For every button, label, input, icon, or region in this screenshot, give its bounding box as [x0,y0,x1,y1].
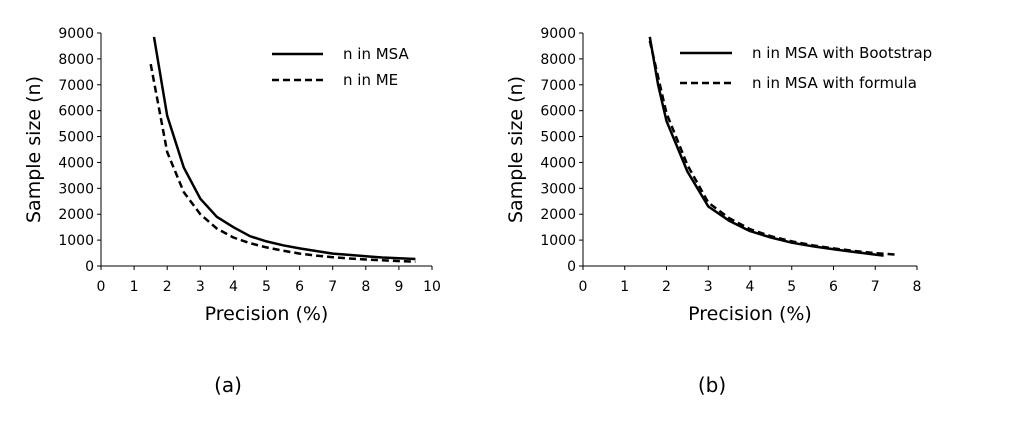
y-tick-label: 0 [85,259,94,275]
panel-a: 0 1000 2000 3000 4000 5000 6000 7000 8000 9000 0 1 2… [23,26,441,397]
y-axis-title: Sample size (n) [505,76,527,223]
legend-label-1: n in MSA with Bootstrap [752,44,932,62]
series-line-1 [648,36,884,257]
x-tick-label: 0 [579,279,588,295]
y-tick-label: 5000 [58,130,94,146]
panel-label: (b) [698,373,726,397]
legend: n in MSA with Bootstrap n in MSA with for… [680,44,932,92]
legend-label-1: n in MSA [343,45,409,63]
panel-b: 0 1000 2000 3000 4000 5000 6000 7000 8000 9000 0 1 2… [505,26,932,397]
y-tick-label: 4000 [540,155,576,171]
x-tick-label: 4 [746,279,755,295]
x-axis-title: Precision (%) [205,303,329,325]
y-tick-label: 9000 [58,26,94,42]
x-tick-label: 2 [163,279,172,295]
y-tick-label: 3000 [58,181,94,197]
x-axis-title: Precision (%) [688,303,812,325]
x-tick-label: 3 [704,279,713,295]
x-tick-label: 0 [97,279,106,295]
legend: n in MSA n in ME [272,45,409,89]
y-axis-title: Sample size (n) [23,76,45,223]
series-line-1 [152,36,416,261]
x-tick-label: 5 [262,279,271,295]
y-tick-label: 1000 [540,233,576,249]
y-tick-label: 7000 [540,78,576,94]
x-tick-label: 1 [620,279,629,295]
y-tick-label: 6000 [58,104,94,120]
x-tick-label: 6 [829,279,838,295]
y-tick-label: 4000 [58,155,94,171]
x-tick-label: 4 [229,279,238,295]
y-tick-label: 2000 [540,207,576,223]
x-tick-label: 5 [787,279,796,295]
y-tick-label: 6000 [540,104,576,120]
x-tick-label: 7 [328,279,337,295]
x-tick-label: 2 [662,279,671,295]
x-tick-label: 1 [130,279,139,295]
y-tick-label: 1000 [58,233,94,249]
y-tick-label: 7000 [58,78,94,94]
y-tick-label: 8000 [540,52,576,68]
y-tick-label: 3000 [540,181,576,197]
y-tick-label: 9000 [540,26,576,42]
x-tick-label: 7 [871,279,880,295]
x-tick-label: 10 [423,279,441,295]
x-tick-label: 8 [361,279,370,295]
series-line-2 [149,63,416,263]
x-tick-label: 8 [913,279,922,295]
panel-label: (a) [214,373,242,397]
x-tick-label: 9 [394,279,403,295]
legend-label-2: n in MSA with formula [752,74,917,92]
y-tick-label: 8000 [58,52,94,68]
x-tick-label: 6 [295,279,304,295]
legend-label-2: n in ME [343,71,398,89]
y-tick-label: 0 [567,259,576,275]
y-tick-label: 5000 [540,130,576,146]
y-tick-label: 2000 [58,207,94,223]
series-line-2 [648,40,897,256]
x-tick-label: 3 [196,279,205,295]
